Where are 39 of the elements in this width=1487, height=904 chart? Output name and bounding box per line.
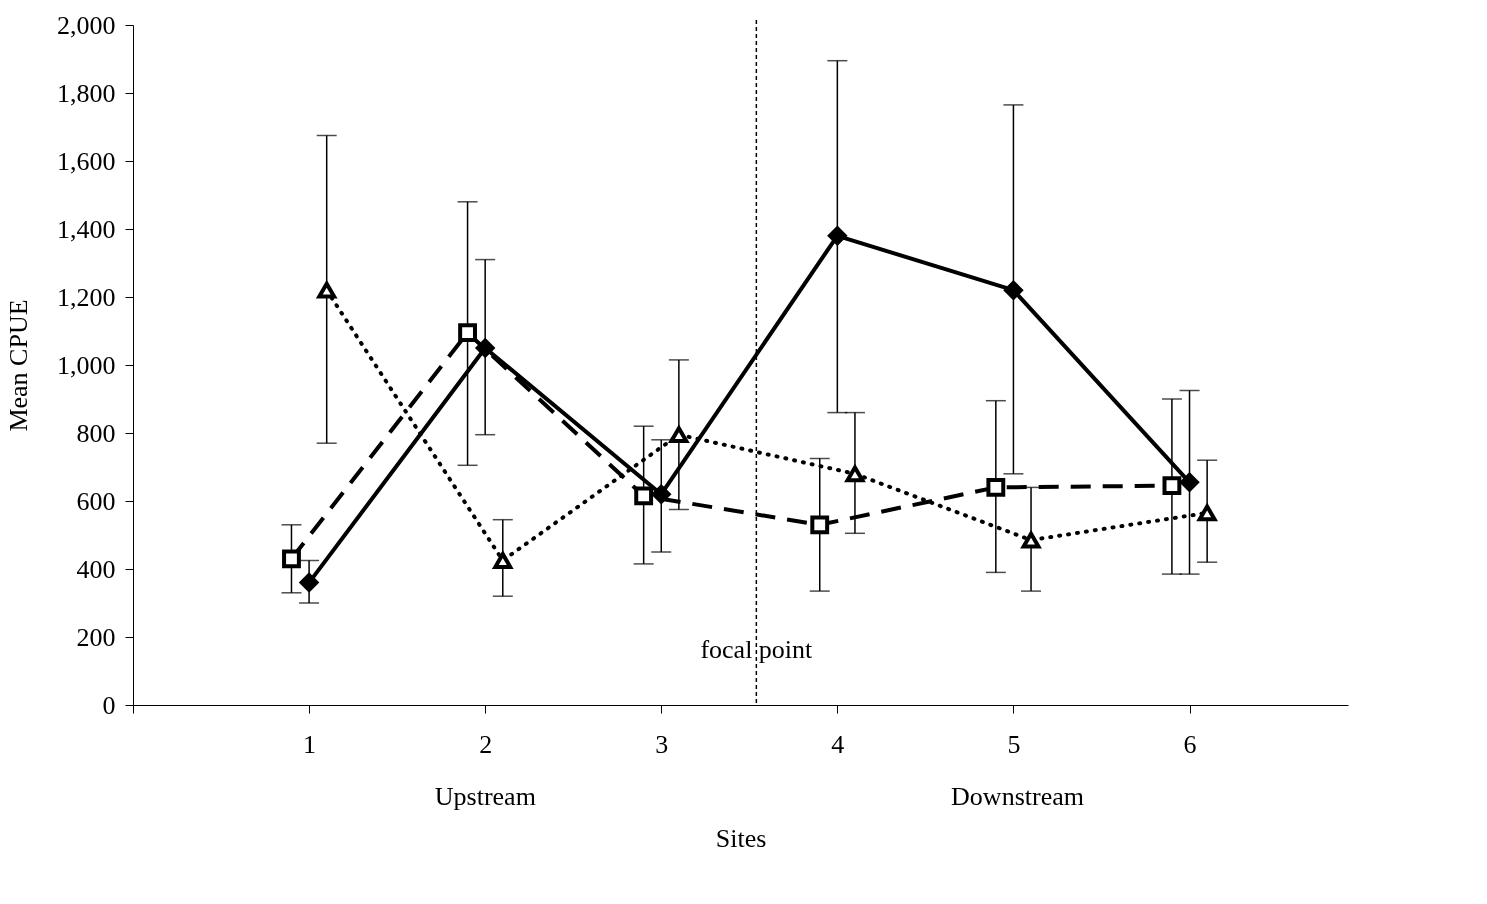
x-tick-label: 4 bbox=[831, 729, 845, 759]
point bbox=[493, 552, 513, 569]
point bbox=[1162, 476, 1182, 496]
y-tick-label: 1,800 bbox=[57, 78, 116, 108]
point bbox=[474, 337, 496, 359]
point bbox=[298, 572, 320, 593]
text: Downstream bbox=[951, 782, 1084, 811]
point bbox=[458, 323, 477, 343]
x-axis-title: Sites bbox=[715, 823, 767, 853]
x-tick-label: 6 bbox=[1183, 729, 1197, 759]
x-tick-label: 3 bbox=[655, 729, 669, 759]
x-tick-label: 1 bbox=[303, 729, 317, 759]
point bbox=[1003, 279, 1024, 301]
y-tick-label: 1,600 bbox=[57, 146, 116, 176]
ref-line-label: focal point bbox=[700, 635, 814, 664]
text: Upstream bbox=[434, 782, 536, 811]
point bbox=[827, 225, 848, 247]
point bbox=[317, 281, 337, 299]
x-tick-label: 2 bbox=[479, 729, 493, 759]
y-tick-label: 1,000 bbox=[57, 350, 116, 380]
point bbox=[634, 486, 654, 506]
y-tick-label: 1,400 bbox=[57, 214, 116, 244]
point bbox=[282, 549, 301, 569]
point bbox=[986, 477, 1006, 497]
y-tick-label: 800 bbox=[76, 418, 116, 448]
point bbox=[810, 515, 830, 535]
point bbox=[669, 426, 689, 444]
y-tick-label: 2,000 bbox=[57, 10, 116, 40]
y-axis-title: Mean CPUE bbox=[4, 299, 33, 432]
point bbox=[1021, 531, 1041, 549]
y-tick-label: 1,200 bbox=[57, 282, 116, 312]
point bbox=[1197, 504, 1217, 522]
y-tick-label: 600 bbox=[76, 486, 116, 516]
point bbox=[845, 465, 865, 483]
x-tick-label: 5 bbox=[1007, 729, 1021, 759]
point bbox=[1179, 472, 1200, 493]
y-tick-label: 0 bbox=[102, 690, 116, 720]
y-tick-label: 400 bbox=[76, 554, 116, 584]
y-tick-label: 200 bbox=[76, 622, 116, 652]
